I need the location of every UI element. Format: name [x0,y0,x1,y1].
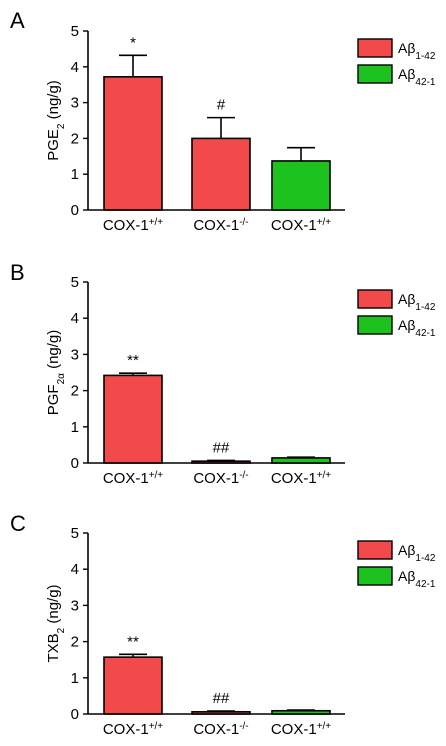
x-tick-label: COX-1-/- [193,217,248,235]
panel-label: A [10,8,25,33]
x-tick-label: COX-1+/+ [103,470,163,488]
y-tick-label: 0 [71,706,79,723]
panel-label: B [10,260,25,285]
y-tick-label: 1 [71,419,79,436]
y-tick-label: 4 [71,561,79,578]
y-tick-label: 4 [71,59,79,76]
y-tick-label: 5 [71,23,79,40]
y-tick-label: 5 [71,274,79,291]
bar-1 [103,76,163,211]
legend-swatch-a421 [357,64,393,84]
x-tick-label: COX-1+/+ [103,217,163,235]
y-axis-label: TXB2 (ng/g) [45,584,67,662]
y-tick-label: 2 [71,130,79,147]
significance-annotation: ## [213,690,230,707]
y-tick-label: 4 [71,310,79,327]
legend-swatch-a142 [357,38,393,58]
x-tick-label: COX-1+/+ [271,721,331,739]
y-tick-label: 1 [71,166,79,183]
x-tick-label: COX-1-/- [193,721,248,739]
bar-2 [191,460,251,464]
bar-3 [271,709,331,715]
y-tick-label: 3 [71,95,79,112]
legend-swatch-a421 [357,315,393,335]
y-tick-label: 1 [71,670,79,687]
legend-label-a142: Aβ1-42 [398,291,436,313]
legend-swatch-a142 [357,289,393,309]
significance-annotation: ** [127,633,139,650]
bar-3 [271,160,331,211]
y-tick-label: 3 [71,346,79,363]
y-axis-label: PGF2α (ng/g) [45,330,67,416]
bar-2 [191,711,251,715]
y-tick-label: 2 [71,634,79,651]
x-tick-label: COX-1-/- [193,470,248,488]
y-tick-label: 3 [71,597,79,614]
bar-1 [103,656,163,715]
bar-3 [271,457,331,464]
significance-annotation: ## [213,439,230,456]
significance-annotation: ** [127,352,139,369]
y-tick-label: 0 [71,455,79,472]
y-tick-label: 2 [71,383,79,400]
y-axis-label: PGE2 (ng/g) [45,80,67,161]
chart-panel-b: B 0 1 2 3 4 5 PGF2α (ng/g) ** ## COX-1+/+ COX-1-/- C… [10,260,436,487]
legend-label-a421: Aβ42-1 [398,568,436,590]
bar-2 [191,137,251,211]
x-tick-label: COX-1+/+ [103,721,163,739]
legend-swatch-a421 [357,566,393,586]
bar-1 [103,374,163,464]
y-tick-label: 5 [71,525,79,542]
legend-label-a421: Aβ42-1 [398,66,436,88]
panel-label: C [10,511,26,536]
significance-annotation: # [217,97,226,114]
y-tick-label: 0 [71,202,79,219]
chart-panel-a: A 0 1 2 3 4 5 PGE2 (ng/g) * # COX-1+/+ COX-1-/- COX-… [10,8,436,234]
x-tick-label: COX-1+/+ [271,217,331,235]
legend-swatch-a142 [357,540,393,560]
legend-label-a142: Aβ1-42 [398,542,436,564]
legend-label-a142: Aβ1-42 [398,40,436,62]
significance-annotation: * [130,34,136,51]
chart-panel-c: C 0 1 2 3 4 5 TXB2 (ng/g) ** ## COX-1+/+ COX-1-/- CO… [10,511,436,738]
x-tick-label: COX-1+/+ [271,470,331,488]
legend-label-a421: Aβ42-1 [398,317,436,339]
